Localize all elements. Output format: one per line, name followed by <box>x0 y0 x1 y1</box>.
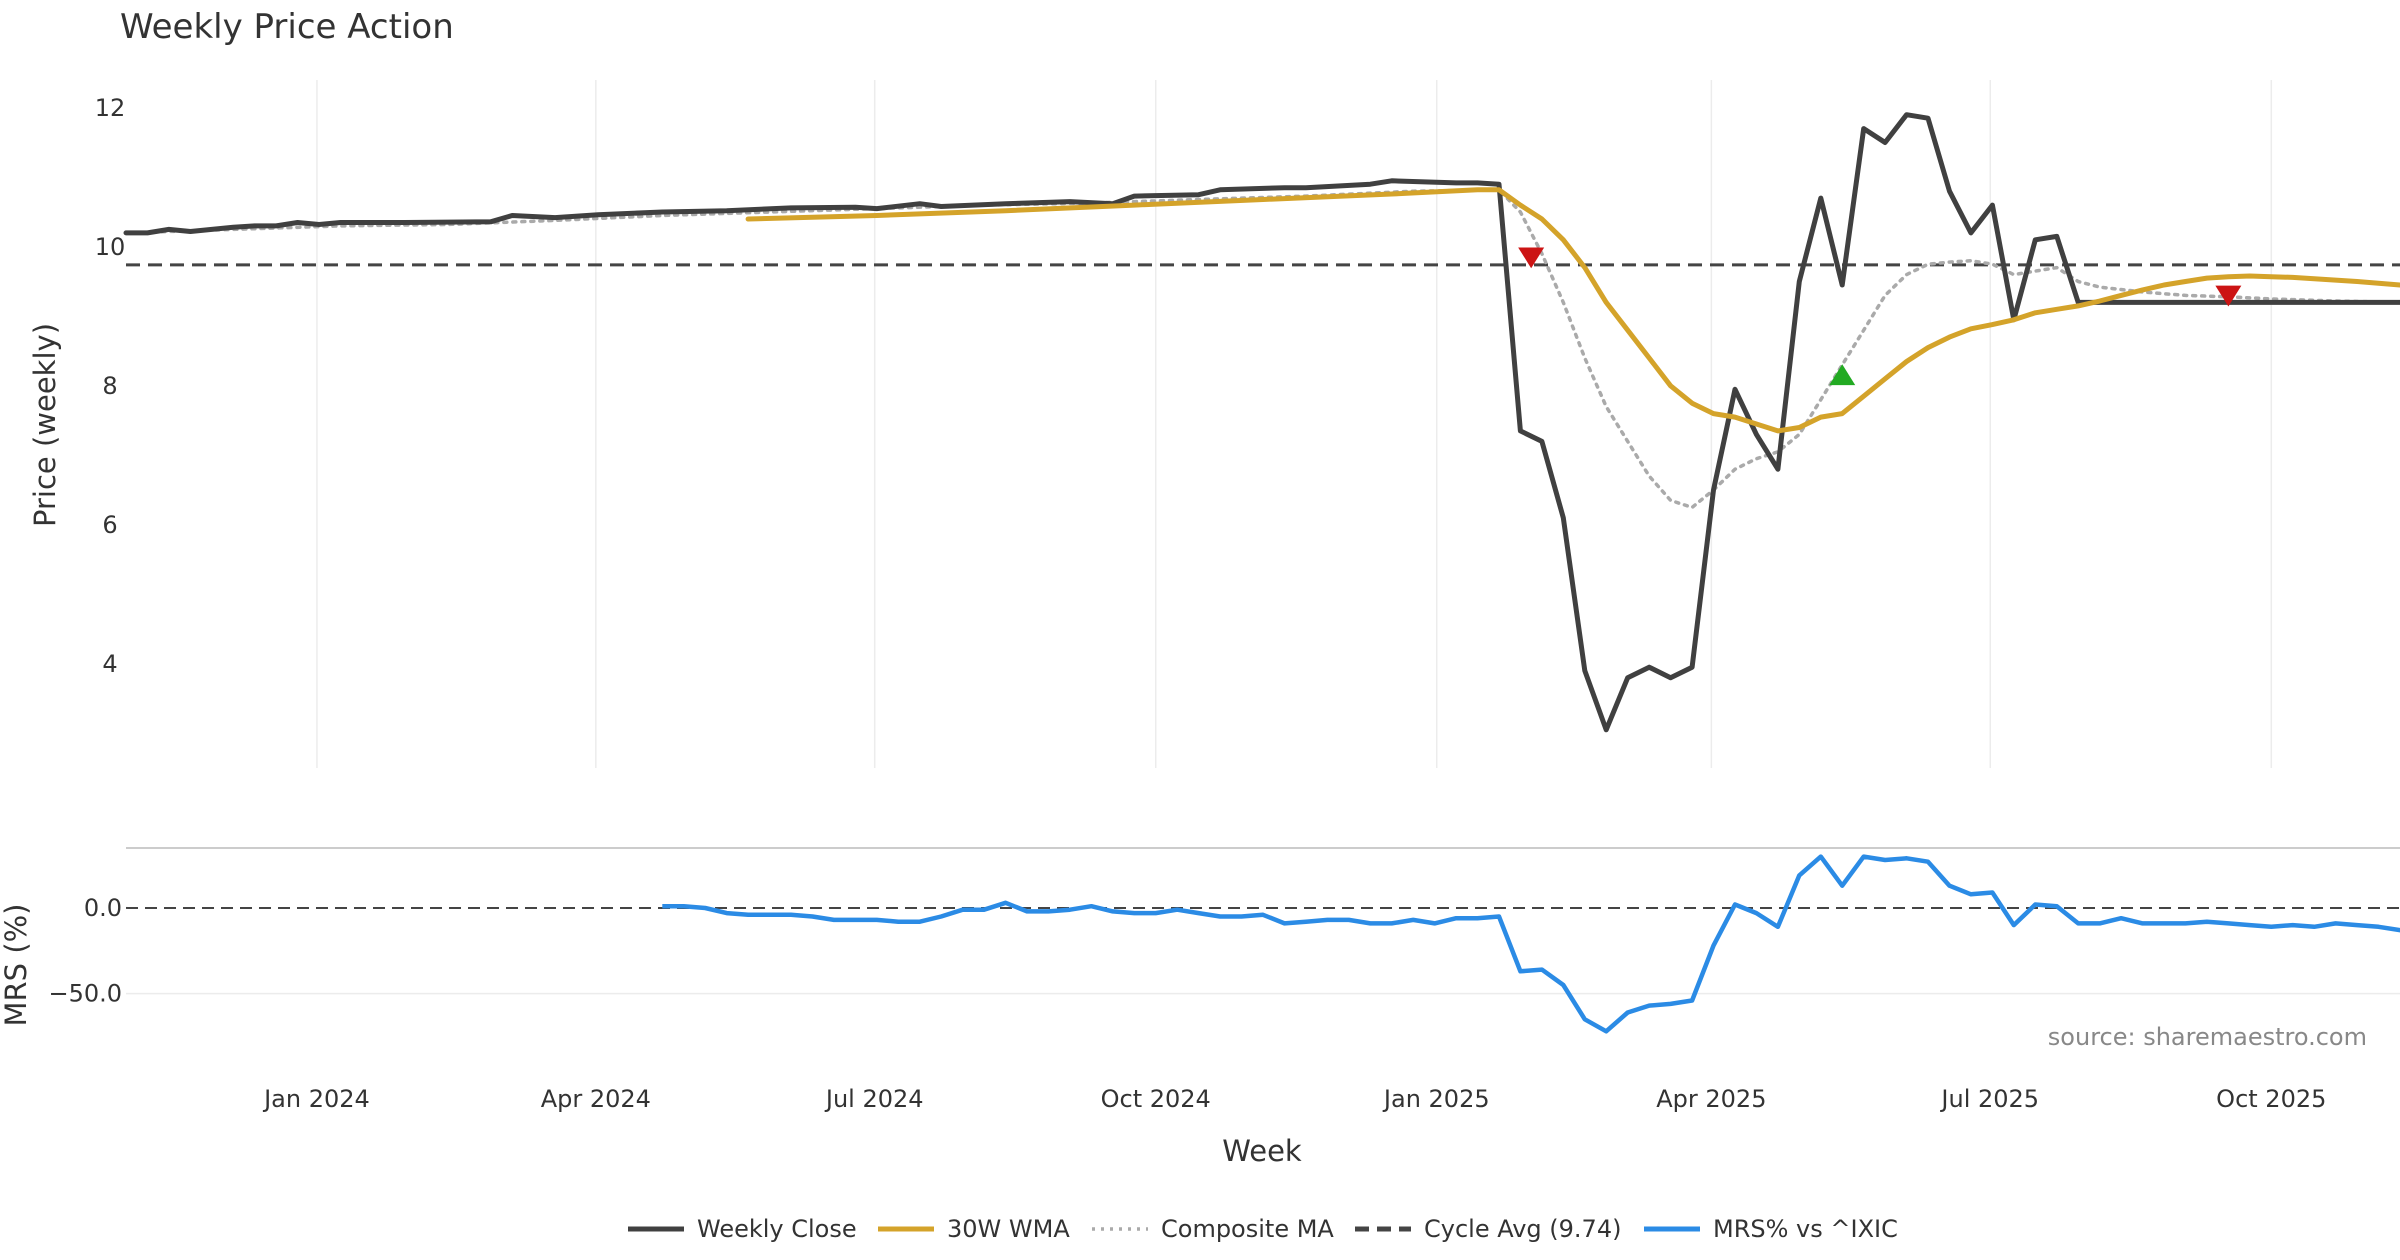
x-tick-label: Oct 2024 <box>1101 1085 1211 1113</box>
x-tick-label: Jul 2024 <box>824 1085 924 1113</box>
price-y-tick-label: 4 <box>102 650 117 678</box>
price-series <box>123 112 2400 733</box>
mrs-y-axis: 0.0 −50.0 <box>48 894 122 1008</box>
mrs-y-axis-title: MRS (%) <box>0 904 33 1027</box>
x-tick-label: Jan 2024 <box>262 1085 370 1113</box>
series-mrs-vs-ixic <box>662 854 2400 1034</box>
panel-divider <box>126 847 2400 995</box>
x-tick-label: Jul 2025 <box>1939 1085 2039 1113</box>
series-30w-wma <box>745 187 2400 434</box>
signal-markers <box>1518 247 2242 386</box>
legend-label: 30W WMA <box>947 1215 1070 1243</box>
legend-label: Cycle Avg (9.74) <box>1424 1215 1621 1243</box>
x-tick-label: Jan 2025 <box>1382 1085 1490 1113</box>
chart-title: Weekly Price Action <box>120 7 454 47</box>
legend-label: MRS% vs ^IXIC <box>1713 1215 1898 1243</box>
price-y-tick-label: 12 <box>95 94 126 122</box>
legend-label: Composite MA <box>1161 1215 1334 1243</box>
sell-signal-marker <box>1518 247 1545 269</box>
price-y-tick-label: 8 <box>102 372 117 400</box>
sell-signal-marker <box>2215 285 2242 307</box>
price-y-axis-title: Price (weekly) <box>28 323 62 527</box>
x-axis-title: Week <box>1222 1134 1302 1168</box>
buy-signal-marker <box>1829 364 1856 386</box>
price-y-axis: 4 6 8 10 12 <box>95 94 126 678</box>
mrs-y-tick-label: −50.0 <box>48 980 122 1008</box>
price-y-tick-label: 6 <box>102 511 117 539</box>
source-label: source: sharemaestro.com <box>2048 1023 2367 1051</box>
x-tick-label: Apr 2025 <box>1656 1085 1766 1113</box>
price-grid <box>316 80 2273 768</box>
mrs-y-tick-label: 0.0 <box>84 894 122 922</box>
mrs-series <box>662 854 2400 1034</box>
legend-label: Weekly Close <box>697 1215 857 1243</box>
series-weekly-close <box>123 112 2400 733</box>
x-tick-label: Oct 2025 <box>2216 1085 2326 1113</box>
price-y-tick-label: 10 <box>95 233 126 261</box>
legend: Weekly Close 30W WMA Composite MA Cycle Avg… <box>628 1215 1898 1243</box>
x-tick-label: Apr 2024 <box>541 1085 651 1113</box>
x-axis: Jan 2024 Apr 2024 Jul 2024 Oct 2024 Jan 2025… <box>262 1085 2326 1113</box>
